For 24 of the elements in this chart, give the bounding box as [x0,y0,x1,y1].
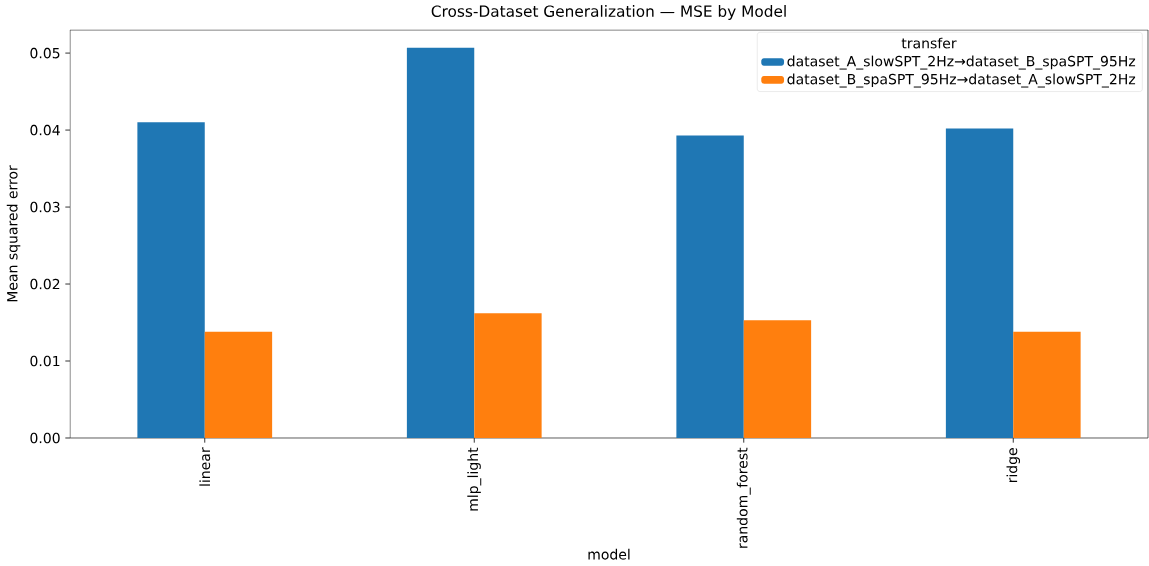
legend-title: transfer [901,37,957,49]
bar [406,47,475,438]
x-tick-label: linear [199,447,211,486]
y-tick-label: 0.02 [30,278,60,290]
bar [137,122,205,438]
bar [743,320,812,438]
bar [1013,331,1081,438]
y-tick-label: 0.04 [30,124,60,136]
y-tick-label: 0.05 [30,47,60,59]
bar [676,135,744,438]
bar [474,313,542,438]
chart-title: Cross-Dataset Generalization — MSE by Model [431,5,786,20]
legend-label: dataset_A_slowSPT_2Hz→dataset_B_spaSPT_95Hz [787,55,1136,70]
y-axis-title: Mean squared error [6,165,21,302]
x-tick-label: random_forest [736,447,751,548]
x-tick-label: mlp_light [467,447,482,511]
x-axis-title: model [588,548,630,560]
bar [945,128,1014,438]
x-tick-label: ridge [1006,448,1021,483]
y-tick-label: 0.03 [30,201,60,213]
legend-label: dataset_B_spaSPT_95Hz→dataset_A_slowSPT_2Hz [787,73,1136,88]
bar [204,331,273,438]
y-tick-label: 0.01 [30,355,60,367]
y-tick-label: 0.00 [30,432,60,444]
